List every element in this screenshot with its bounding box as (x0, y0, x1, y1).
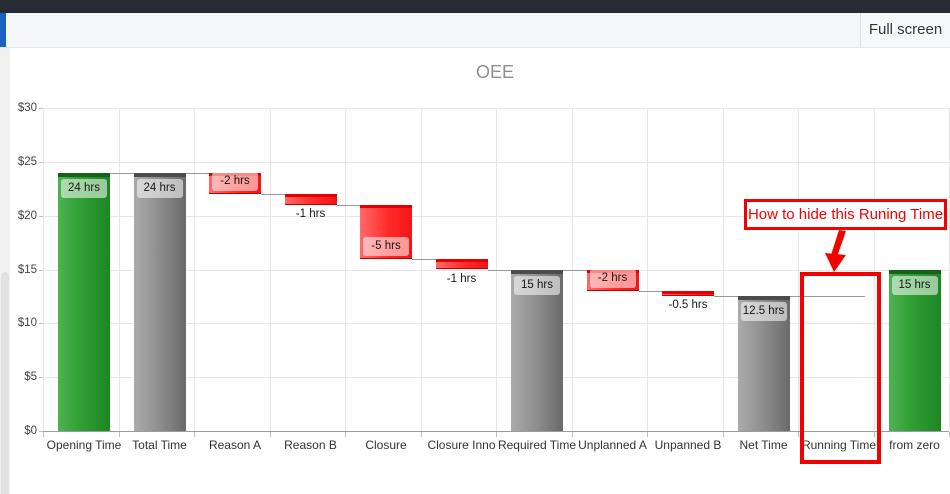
bar-from-zero[interactable]: 15 hrs (888, 269, 941, 431)
waterfall-connector-line (638, 291, 662, 292)
gridline-vertical (194, 108, 195, 431)
x-axis-label-from-zero: from zero (889, 438, 940, 452)
y-axis-label: $20 (17, 210, 37, 222)
annotation-box: How to hide this Runing Time (744, 199, 947, 230)
bar-value-label: -0.5 hrs (668, 299, 708, 312)
vertical-scrollbar-track[interactable] (0, 48, 10, 494)
gridline-vertical (723, 108, 724, 431)
x-axis-tick (194, 432, 195, 437)
x-axis-label-unpanned-b: Unpanned B (654, 438, 722, 452)
bar-unpanned-b[interactable] (662, 291, 714, 297)
gridline-vertical (647, 108, 648, 431)
waterfall-connector-line (412, 259, 436, 260)
bar-closure[interactable]: -5 hrs (360, 204, 412, 259)
waterfall-connector-line (336, 205, 360, 206)
bar-value-label: 24 hrs (136, 178, 183, 198)
x-axis-label-net-time: Net Time (739, 438, 788, 452)
gridline-vertical (270, 108, 271, 431)
bar-opening-time[interactable]: 24 hrs (58, 172, 110, 431)
x-axis-label-total-time: Total Time (132, 438, 187, 452)
x-axis-tick (43, 432, 44, 437)
zero-value-line-running-time (813, 296, 865, 297)
x-axis-tick (119, 432, 120, 437)
bar-value-label: 15 hrs (514, 275, 560, 295)
x-axis-tick (723, 432, 724, 437)
x-axis-tick (874, 432, 875, 437)
waterfall-connector-line (714, 296, 738, 297)
y-axis-label: $5 (24, 371, 37, 383)
x-axis-tick (345, 432, 346, 437)
chart-title: OEE (475, 62, 514, 82)
x-axis-label-closure: Closure (365, 438, 407, 452)
y-axis-tick (39, 270, 43, 271)
gridline-vertical (421, 108, 422, 431)
gridline-vertical (572, 108, 573, 431)
y-axis-tick (39, 162, 43, 163)
bar-value-label: -1 hrs (295, 207, 326, 220)
bar-value-label: -1 hrs (446, 272, 477, 285)
bar-value-label: -2 hrs (589, 269, 636, 289)
bar-closure-inno[interactable] (435, 258, 488, 270)
x-axis-label-required-time: Required Time (497, 438, 577, 452)
x-axis-label-closure-inno: Closure Inno (427, 438, 496, 452)
y-axis-tick (39, 216, 43, 217)
x-axis-label-unplanned-a: Unplanned A (578, 438, 647, 452)
bar-reason-b[interactable] (284, 194, 337, 205)
x-axis-line (43, 431, 949, 432)
x-axis-tick (647, 432, 648, 437)
y-axis-tick (39, 108, 43, 109)
blue-accent-strip (0, 13, 6, 47)
top-dark-bar (0, 0, 950, 13)
fullscreen-menu-item[interactable]: Full screen (861, 13, 950, 47)
y-axis-label: $0 (24, 425, 37, 437)
gridline-vertical (119, 108, 120, 431)
x-axis-tick (421, 432, 422, 437)
chart-toolbar (0, 13, 950, 48)
waterfall-connector-line (185, 173, 209, 174)
y-axis-tick (39, 377, 43, 378)
waterfall-connector-line (563, 270, 587, 271)
x-axis-label-opening-time: Opening Time (46, 438, 122, 452)
vertical-scrollbar-thumb[interactable] (1, 272, 9, 494)
bar-net-time[interactable]: 12.5 hrs (737, 296, 790, 431)
toolbar-divider (860, 13, 861, 47)
bar-value-label: -5 hrs (363, 236, 409, 256)
bar-value-label: 15 hrs (891, 275, 938, 295)
y-axis-tick (39, 323, 43, 324)
x-axis-tick (798, 432, 799, 437)
y-axis-tick (39, 431, 43, 432)
gridline-vertical (345, 108, 346, 431)
bar-total-time[interactable]: 24 hrs (133, 172, 186, 431)
bar-value-label: 24 hrs (61, 178, 107, 198)
bar-reason-a[interactable]: -2 hrs (209, 172, 261, 195)
gridline-vertical (43, 108, 44, 431)
waterfall-connector-line (110, 173, 134, 174)
y-axis-label: $10 (17, 317, 37, 329)
x-axis-tick (572, 432, 573, 437)
y-axis-label: $15 (17, 264, 37, 276)
bar-value-label: -2 hrs (212, 172, 258, 192)
bar-required-time[interactable]: 15 hrs (511, 269, 563, 431)
x-axis-label-reason-a: Reason A (208, 438, 262, 452)
chart-area: OEE $0 $5 $10 $15 $20 $25 $30 24 hrs Opening Tim… (10, 48, 950, 494)
x-axis-tick (496, 432, 497, 437)
x-axis-label-reason-b: Reason B (284, 438, 337, 452)
waterfall-plot: $0 $5 $10 $15 $20 $25 $30 24 hrs Opening Time 24 … (18, 102, 950, 452)
bar-value-label: 12.5 hrs (740, 302, 787, 322)
gridline-vertical (798, 108, 799, 431)
waterfall-connector-line (487, 270, 511, 271)
y-axis-label: $25 (17, 156, 37, 168)
gridline-vertical (874, 108, 875, 431)
y-axis-label: $30 (17, 102, 37, 114)
waterfall-connector-line (261, 194, 285, 195)
red-arrow-icon (825, 230, 846, 272)
x-axis-label-running-time: Running Time (801, 438, 877, 452)
gridline-vertical (496, 108, 497, 431)
highlight-rectangle (800, 272, 881, 464)
bar-unplanned-a[interactable]: -2 hrs (586, 269, 639, 292)
x-axis-tick (270, 432, 271, 437)
